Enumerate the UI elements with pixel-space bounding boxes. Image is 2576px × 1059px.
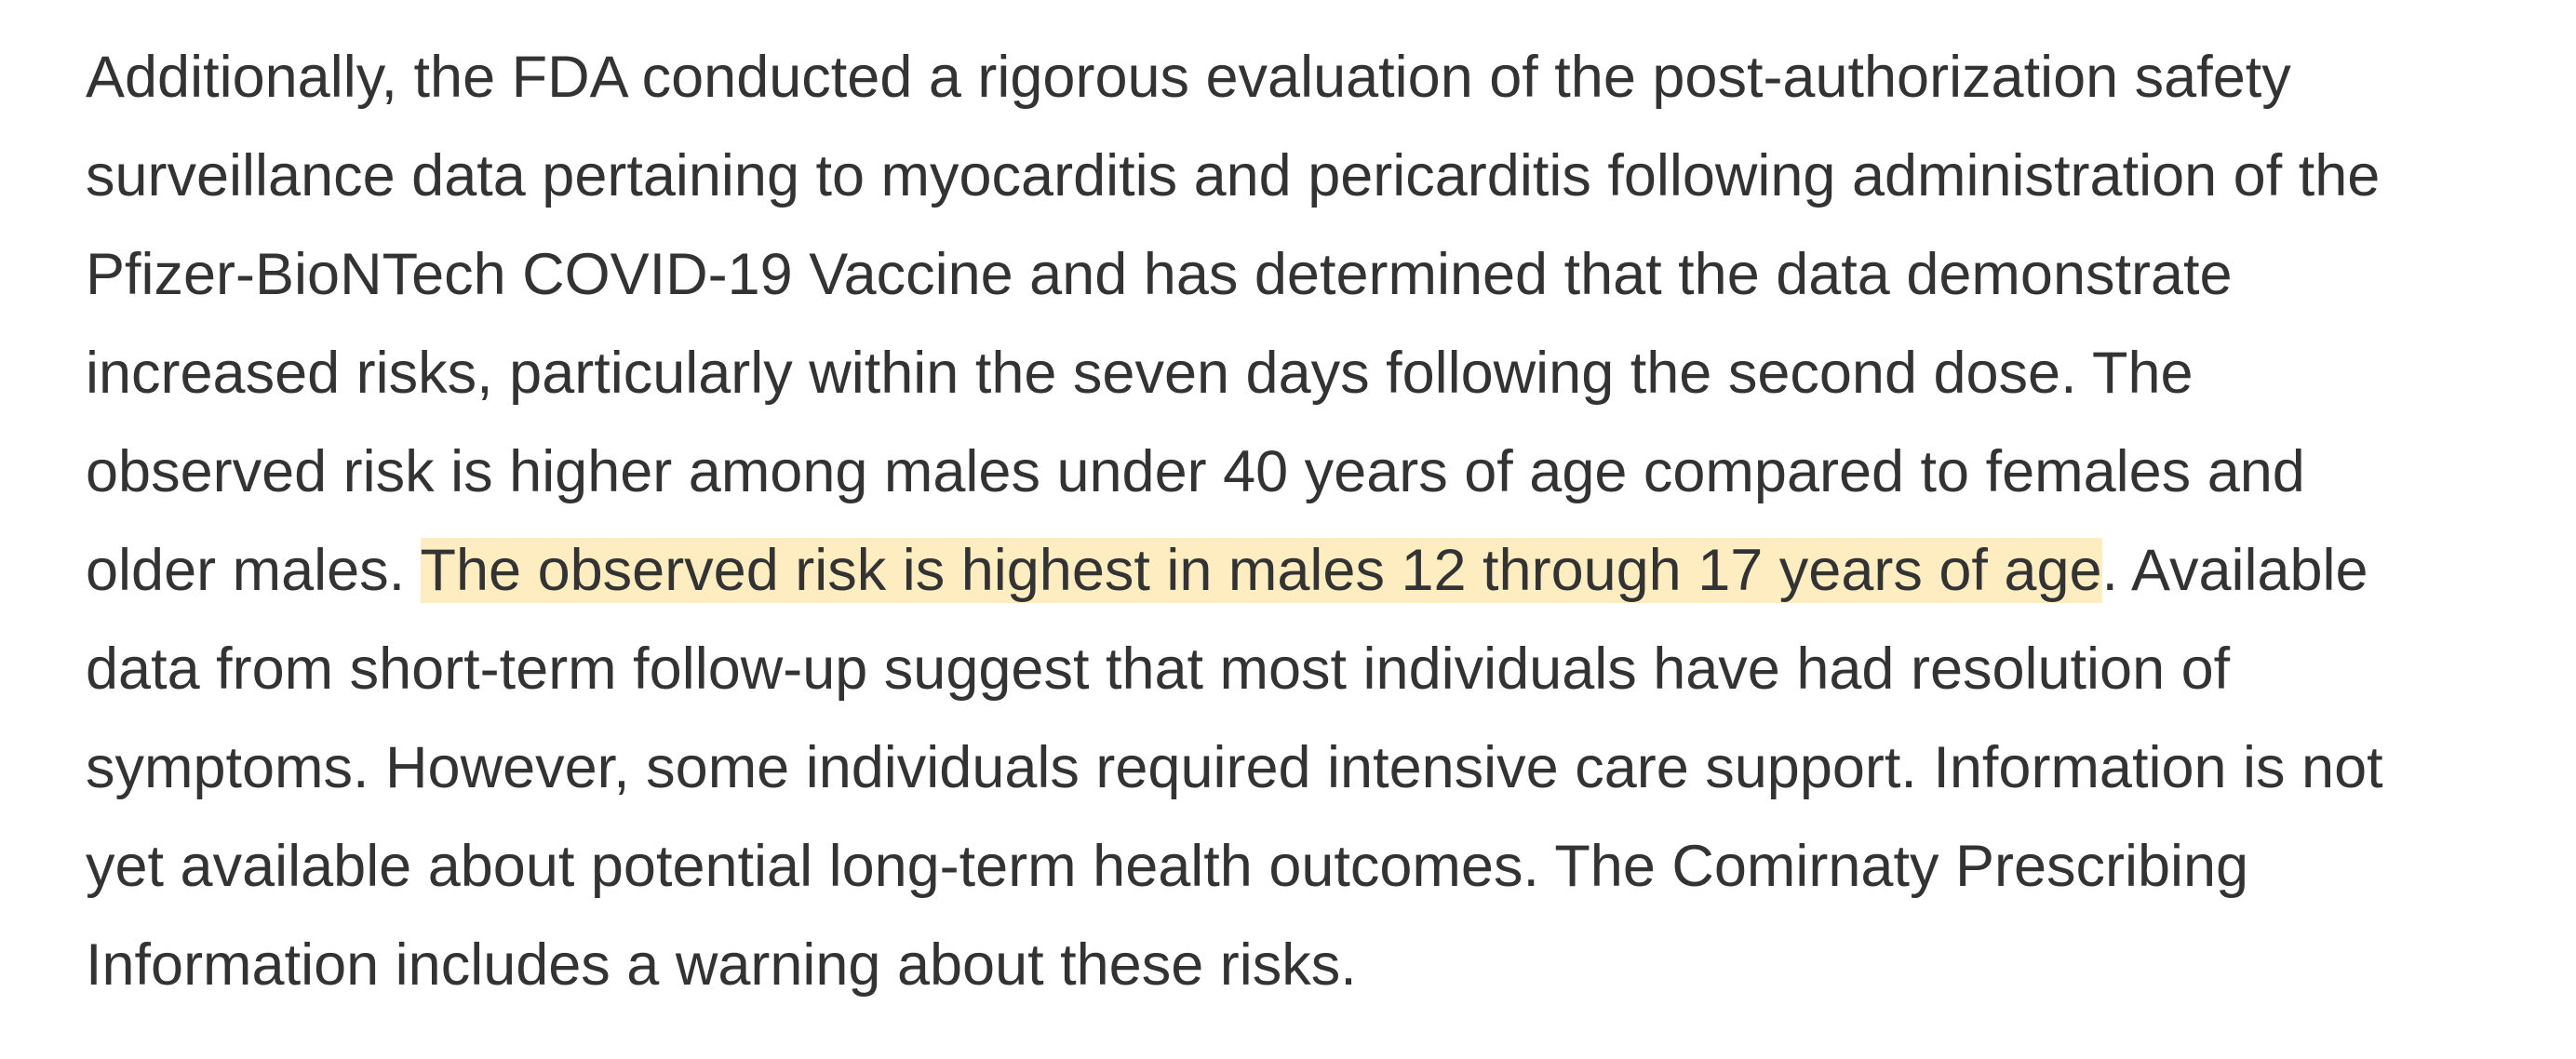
text-line: observed risk is higher among males unde… [86,439,2305,504]
text-line: yet available about potential long-term … [86,834,2249,899]
text: . Available [2101,538,2368,603]
highlighted-text: The observed risk is highest in males 12… [420,538,2102,603]
text-line: increased risks, particularly within the… [86,341,2194,406]
text-line: older males. The observed risk is highes… [86,521,2570,620]
text-line: Additionally, the FDA conducted a rigoro… [86,45,2291,110]
text: older males. [86,538,421,603]
text-line: Information includes a warning about the… [86,932,1357,998]
paragraph: Additionally, the FDA conducted a rigoro… [86,28,2570,1014]
text-line: Pfizer-BioNTech COVID-19 Vaccine and has… [86,242,2233,307]
text-line: symptoms. However, some individuals requ… [86,735,2383,800]
text-line: data from short-term follow-up suggest t… [86,637,2231,702]
text-line: surveillance data pertaining to myocardi… [86,143,2381,208]
